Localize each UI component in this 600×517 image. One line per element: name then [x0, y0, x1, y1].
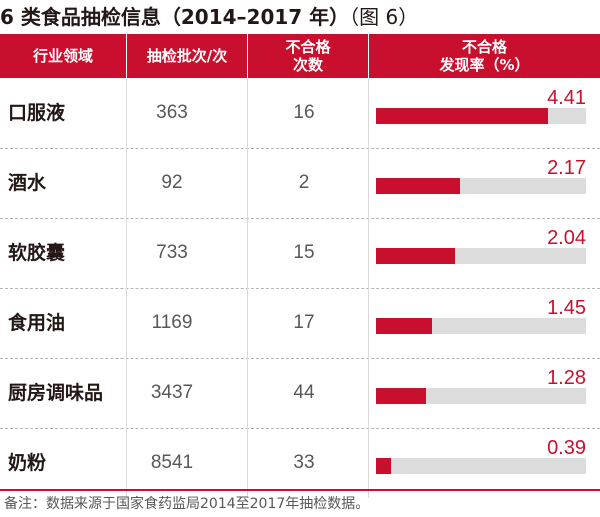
table-row: 厨房调味品 3437 44 1.28	[0, 358, 600, 428]
row-divider	[0, 358, 600, 359]
failures-value: 33	[293, 452, 315, 473]
rate-bar-track	[376, 178, 586, 194]
table-row: 口服液 363 16 4.41	[0, 78, 600, 148]
table-row: 酒水 92 2 2.17	[0, 148, 600, 218]
category-label: 食用油	[8, 312, 66, 334]
row-divider	[0, 428, 600, 429]
rate-value: 2.17	[547, 157, 586, 179]
rate-bar	[376, 458, 391, 474]
table-bottom-rule	[0, 489, 600, 491]
table-row: 奶粉 8541 33 0.39	[0, 428, 600, 498]
row-divider	[0, 288, 600, 289]
rate-bar-track	[376, 388, 586, 404]
source-note: 备注：数据来源于国家食药监局2014至2017年抽检数据。	[4, 496, 370, 512]
header-batches: 抽检批次/次	[146, 47, 228, 65]
category-label: 口服液	[8, 102, 66, 124]
row-divider	[0, 148, 600, 149]
failures-value: 44	[293, 382, 315, 403]
rate-bar	[376, 178, 460, 194]
rate-bar-track	[376, 318, 586, 334]
rate-bar	[376, 318, 432, 334]
failures-value: 17	[293, 312, 315, 333]
figure-ref: （图 6）	[349, 5, 419, 29]
rate-bar-track	[376, 458, 586, 474]
header-category: 行业领域	[32, 47, 93, 65]
header-rate: 不合格 发现率（%）	[439, 38, 530, 74]
table-row: 食用油 1169 17 1.45	[0, 288, 600, 358]
batches-value: 8541	[150, 452, 194, 473]
rate-value: 2.04	[547, 227, 586, 249]
rate-value: 1.28	[547, 367, 586, 389]
rate-bar	[376, 108, 548, 124]
failures-value: 16	[293, 102, 315, 123]
table-header: 行业领域 抽检批次/次 不合格 次数 不合格 发现率（%）	[0, 34, 600, 78]
chart-title: 6 类食品抽检信息（2014–2017 年）（图 6）	[0, 0, 418, 34]
batches-value: 733	[156, 242, 188, 263]
batches-value: 363	[156, 102, 188, 123]
failures-value: 15	[293, 242, 315, 263]
row-divider	[0, 218, 600, 219]
rate-value: 1.45	[547, 297, 586, 319]
category-label: 厨房调味品	[8, 382, 104, 404]
header-failures: 不合格 次数	[285, 38, 331, 74]
category-label: 酒水	[8, 172, 47, 194]
rate-bar-track	[376, 108, 586, 124]
batches-value: 92	[161, 172, 183, 193]
failures-value: 2	[298, 172, 310, 193]
rate-bar	[376, 248, 455, 264]
category-label: 奶粉	[8, 452, 47, 474]
batches-value: 3437	[150, 382, 194, 403]
chart-title-main: 6 类食品抽检信息（2014–2017 年）	[0, 5, 350, 29]
rate-value: 0.39	[547, 437, 586, 459]
table-row: 软胶囊 733 15 2.04	[0, 218, 600, 288]
rate-value: 4.41	[547, 87, 586, 109]
category-label: 软胶囊	[8, 242, 66, 264]
rate-bar-track	[376, 248, 586, 264]
batches-value: 1169	[151, 312, 193, 333]
rate-bar	[376, 388, 426, 404]
